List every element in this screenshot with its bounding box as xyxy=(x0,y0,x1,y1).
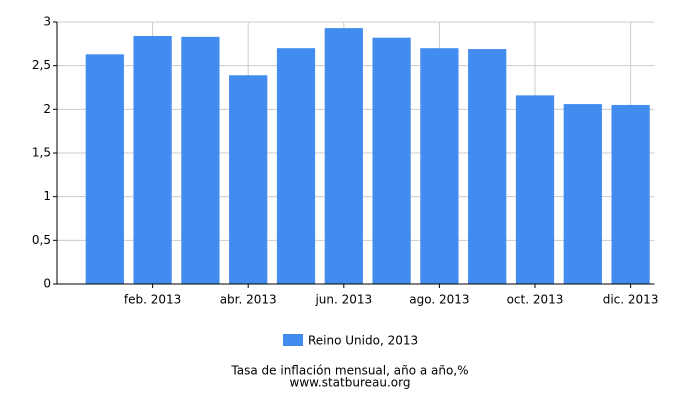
x-tick-label: abr. 2013 xyxy=(220,293,277,307)
y-tick-label: 1 xyxy=(43,189,51,203)
bar xyxy=(468,49,507,284)
bar xyxy=(563,104,602,285)
chart-title: Tasa de inflación mensual, año a año,% xyxy=(230,364,468,378)
x-tick-label: dic. 2013 xyxy=(603,293,659,307)
x-tick-label: ago. 2013 xyxy=(409,293,469,307)
bar xyxy=(181,36,220,285)
legend-label: Reino Unido, 2013 xyxy=(308,334,418,348)
bar xyxy=(133,35,172,285)
bar xyxy=(276,48,316,285)
bar xyxy=(515,95,555,284)
chart-source: www.statbureau.org xyxy=(290,376,411,390)
y-tick-label: 0 xyxy=(43,277,51,291)
y-tick-label: 0,5 xyxy=(32,233,51,247)
x-tick-label: feb. 2013 xyxy=(124,293,181,307)
bar xyxy=(229,75,268,284)
bar xyxy=(324,28,363,285)
y-tick-label: 2,5 xyxy=(32,58,51,72)
bar xyxy=(85,54,124,285)
x-tick-label: jun. 2013 xyxy=(314,293,372,307)
y-tick-label: 3 xyxy=(43,15,51,29)
x-tick-label: oct. 2013 xyxy=(507,293,564,307)
y-tick-label: 2 xyxy=(43,102,51,116)
legend-swatch xyxy=(283,334,303,346)
y-tick-label: 1,5 xyxy=(32,146,51,160)
bar xyxy=(420,48,459,285)
bar xyxy=(611,104,650,284)
bar xyxy=(372,37,411,284)
